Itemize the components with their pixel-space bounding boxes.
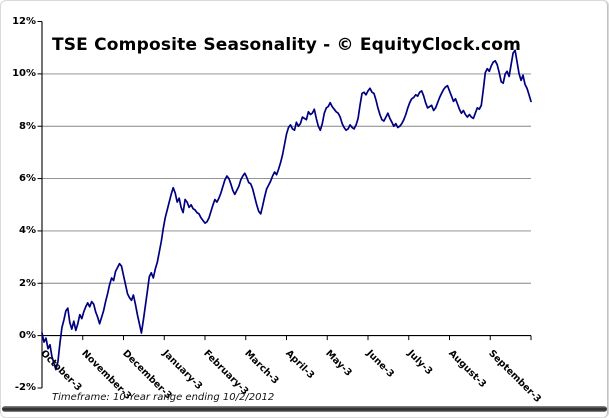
y-tick-label: 6% [19, 173, 36, 185]
y-tick-label: 10% [12, 68, 36, 80]
y-tick-label: 12% [12, 16, 36, 28]
seasonality-line [41, 49, 532, 371]
y-tick-label: 0% [19, 330, 36, 342]
chart-title: TSE Composite Seasonality - © EquityCloc… [51, 35, 522, 55]
timeframe-note: Timeframe: 10-Year range ending 10/2/201… [52, 392, 275, 403]
y-tick-label: -2% [14, 382, 36, 394]
y-tick-label: 2% [19, 277, 36, 289]
y-tick-label: 4% [19, 225, 36, 237]
frame-bottom-shadow [2, 406, 607, 412]
y-tick-label: 8% [19, 120, 36, 132]
